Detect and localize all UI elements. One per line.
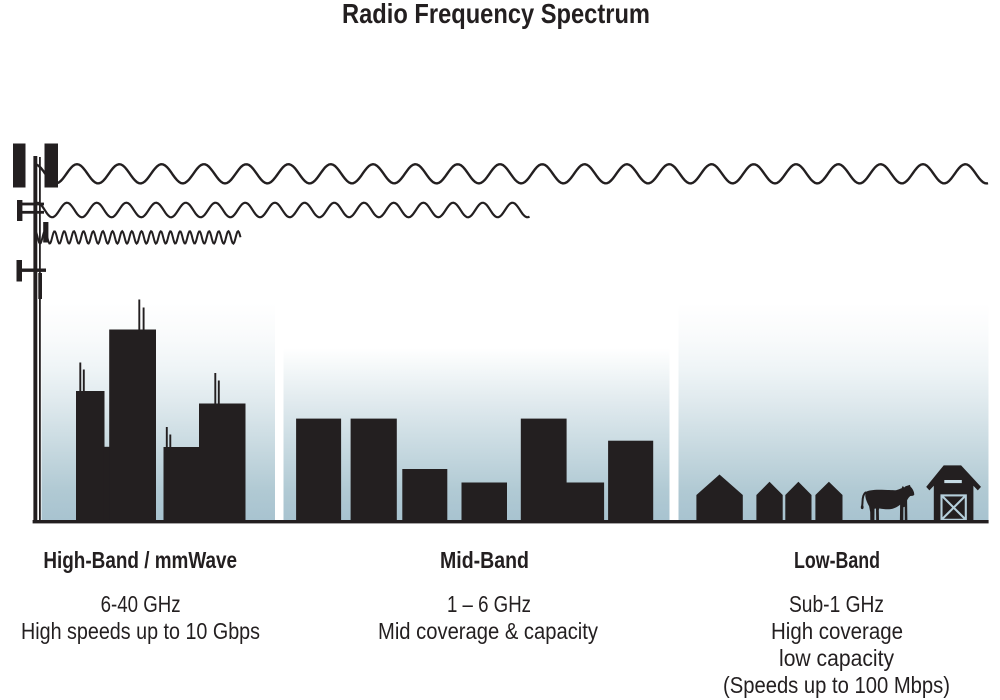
svg-text:(Speeds up to 100 Mbps): (Speeds up to 100 Mbps) [723,672,950,698]
svg-text:Low-Band: Low-Band [794,547,880,573]
svg-text:1 – 6 GHz: 1 – 6 GHz [447,591,531,617]
svg-text:High-Band / mmWave: High-Band / mmWave [43,547,237,573]
svg-text:Sub-1 GHz: Sub-1 GHz [789,591,884,617]
svg-text:Mid coverage & capacity: Mid coverage & capacity [378,618,598,644]
svg-text:Radio Frequency Spectrum: Radio Frequency Spectrum [342,0,650,29]
svg-text:High coverage: High coverage [771,618,903,644]
svg-text:Mid-Band: Mid-Band [440,547,529,573]
svg-text:High speeds up to 10 Gbps: High speeds up to 10 Gbps [21,618,260,644]
svg-text:6-40 GHz: 6-40 GHz [101,591,181,617]
svg-text:low capacity: low capacity [779,645,894,671]
